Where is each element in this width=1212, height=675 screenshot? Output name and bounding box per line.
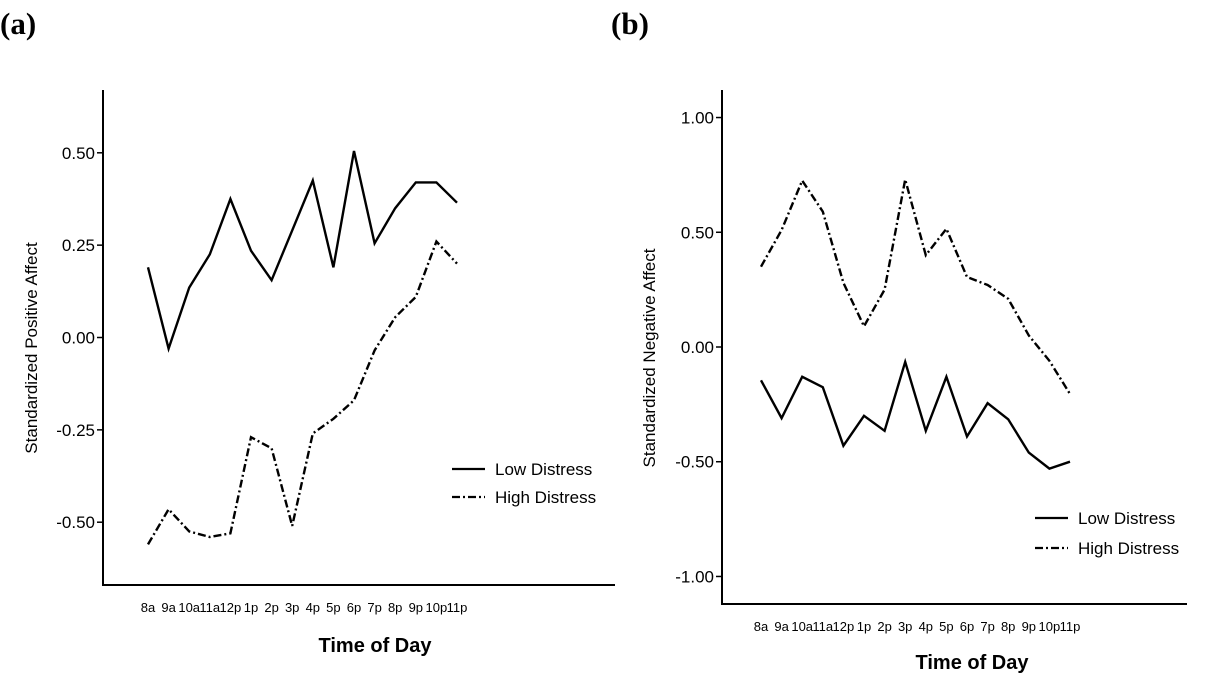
panel-a-x-tick-label: 6p <box>347 600 361 615</box>
panel-b-x-tick-label: 11a <box>812 619 833 634</box>
panel-b-y-axis-title: Standardized Negative Affect <box>640 248 659 467</box>
panel-b-x-tick-label: 2p <box>877 619 891 634</box>
panel-a-series-high-distress-line <box>146 239 458 546</box>
panel-a: (a) 0.50 0.25 0.00 -0.25 -0.50 8a 9a 10a 11a 12p… <box>0 6 615 657</box>
panel-a-y-axis-title: Standardized Positive Affect <box>22 242 41 454</box>
panel-b-x-tick-label: 3p <box>898 619 912 634</box>
panel-b-y-tick-label: 0.50 <box>681 223 714 242</box>
panel-b-y-ticks: 1.00 0.50 0.00 -0.50 -1.00 <box>675 109 722 586</box>
panel-a-x-tick-label: 9p <box>409 600 423 615</box>
panel-b-y-tick-label: 1.00 <box>681 109 714 128</box>
panel-a-x-axis-title: Time of Day <box>319 635 433 657</box>
panel-b-x-tick-label: 4p <box>919 619 933 634</box>
panel-a-legend-high-distress: High Distress <box>495 488 596 507</box>
panel-b-legend-high-distress: High Distress <box>1078 539 1179 558</box>
panel-b: (b) 1.00 0.50 0.00 -0.50 -1.00 8a 9a 10a 11a 12p… <box>611 6 1187 674</box>
panel-b-x-tick-label: 8a <box>754 619 769 634</box>
panel-b-x-tick-label: 9a <box>774 619 789 634</box>
panel-a-y-tick-label: 0.00 <box>62 329 95 348</box>
panel-a-x-tick-label: 2p <box>264 600 278 615</box>
panel-b-x-tick-label: 9p <box>1022 619 1036 634</box>
panel-a-x-tick-label: 1p <box>244 600 258 615</box>
panel-a-x-tick-label: 8p <box>388 600 402 615</box>
panel-b-x-tick-label: 5p <box>939 619 953 634</box>
panel-a-axes <box>102 90 615 586</box>
panel-b-series-low-distress-line <box>759 357 1071 470</box>
panel-a-x-tick-label: 11a <box>199 600 220 615</box>
panel-b-x-tick-label: 12p <box>833 619 855 634</box>
panel-a-x-tick-label: 7p <box>367 600 381 615</box>
panel-b-x-tick-label: 6p <box>960 619 974 634</box>
panel-a-x-ticks: 8a 9a 10a 11a 12p 1p 2p 3p 4p 5p 6p 7p 8p 9p 10p 11p <box>141 600 468 615</box>
panel-a-x-tick-label: 5p <box>326 600 340 615</box>
panel-b-x-tick-label: 1p <box>857 619 871 634</box>
panel-b-y-tick-label: -0.50 <box>675 453 714 472</box>
panel-a-x-tick-label: 8a <box>141 600 156 615</box>
panel-a-x-tick-label: 11p <box>447 600 468 615</box>
panel-a-y-tick-label: 0.25 <box>62 236 95 255</box>
panel-b-x-tick-label: 8p <box>1001 619 1015 634</box>
panel-a-y-tick-label: 0.50 <box>62 144 95 163</box>
panel-b-series-lines <box>759 178 1072 470</box>
panel-b-x-tick-label: 7p <box>980 619 994 634</box>
panel-b-legend: Low Distress High Distress <box>1035 509 1179 558</box>
panel-b-y-tick-label: 0.00 <box>681 338 714 357</box>
panel-b-y-tick-label: -1.00 <box>675 567 714 586</box>
panel-a-label: (a) <box>0 6 36 41</box>
panel-a-series-low-distress-line <box>146 150 458 353</box>
panel-b-x-tick-label: 10p <box>1039 619 1061 634</box>
panel-a-x-tick-label: 12p <box>220 600 242 615</box>
panel-b-x-tick-label: 10a <box>791 619 813 634</box>
panel-b-x-tick-label: 11p <box>1060 619 1081 634</box>
panel-a-x-tick-label: 3p <box>285 600 299 615</box>
panel-b-legend-low-distress: Low Distress <box>1078 509 1175 528</box>
panel-a-x-tick-label: 10p <box>426 600 448 615</box>
panel-b-x-axis-title: Time of Day <box>916 652 1030 674</box>
panel-a-legend-low-distress: Low Distress <box>495 460 592 479</box>
panel-a-x-tick-label: 9a <box>161 600 176 615</box>
panel-a-legend: Low Distress High Distress <box>452 460 596 507</box>
panel-a-y-ticks: 0.50 0.25 0.00 -0.25 -0.50 <box>56 144 103 532</box>
panel-b-series-high-distress-line <box>759 178 1072 395</box>
panel-a-series-lines <box>146 150 458 546</box>
panel-a-x-tick-label: 10a <box>178 600 200 615</box>
panel-a-y-tick-label: -0.25 <box>56 421 95 440</box>
panel-b-label: (b) <box>611 6 649 41</box>
panel-a-y-tick-label: -0.50 <box>56 513 95 532</box>
panel-b-x-ticks: 8a 9a 10a 11a 12p 1p 2p 3p 4p 5p 6p 7p 8p 9p 10p 11p <box>754 619 1081 634</box>
panel-a-x-tick-label: 4p <box>306 600 320 615</box>
